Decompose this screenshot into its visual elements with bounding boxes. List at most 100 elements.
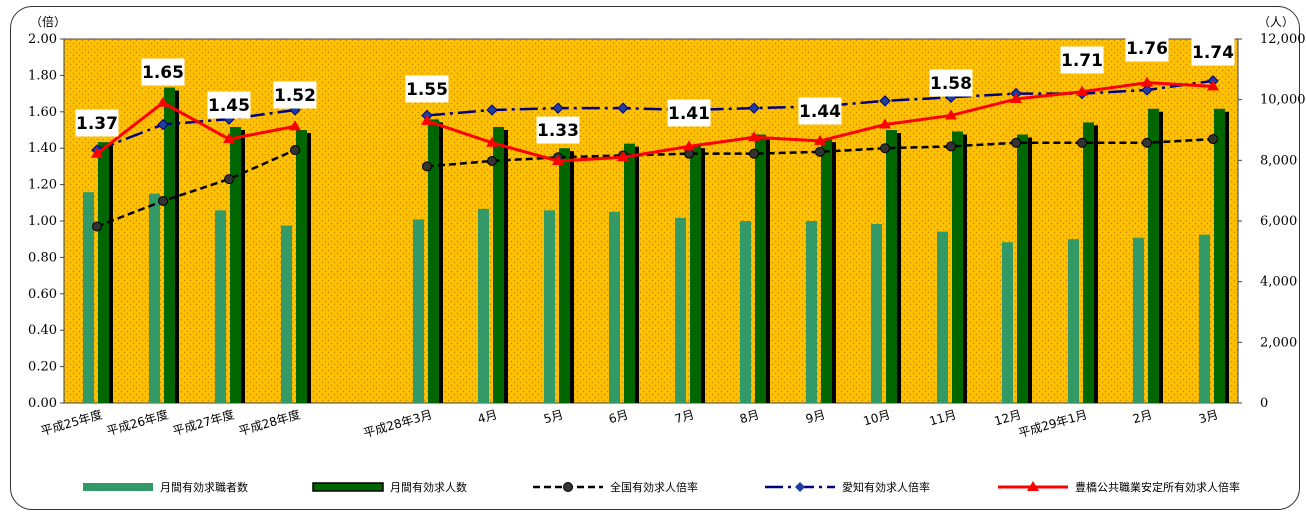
bar-job-openings	[296, 130, 307, 403]
data-label: 1.44	[799, 102, 841, 122]
category-label: 平成29年1月	[1017, 407, 1089, 440]
line-toyohashi-ratio-point	[223, 133, 235, 144]
bar-job-seekers	[413, 219, 424, 403]
category-label: 6月	[607, 407, 630, 426]
data-label-box	[75, 109, 119, 137]
left-axis-unit: （倍）	[30, 14, 66, 29]
line-toyohashi-ratio-point	[1141, 76, 1153, 87]
left-axis-tick-label: 1.40	[28, 141, 57, 156]
bar-job-seekers	[478, 208, 489, 403]
data-label-box	[1060, 46, 1104, 74]
data-label: 1.55	[406, 80, 448, 100]
legend-label: 豊橋公共職業安定所有効求人倍率	[1075, 480, 1240, 494]
line-national-ratio-point	[92, 221, 102, 232]
line-national-ratio-point	[684, 148, 694, 159]
line-toyohashi-ratio-point	[879, 118, 891, 129]
line-toyohashi-ratio-point	[421, 114, 433, 125]
category-label: 平成26年度	[105, 406, 170, 438]
line-aichi-ratio-point	[879, 95, 891, 107]
data-label: 1.37	[76, 114, 118, 134]
line-toyohashi-ratio-point	[748, 131, 760, 142]
category-label: 平成28年度	[237, 406, 302, 438]
data-label: 1.71	[1061, 51, 1103, 71]
category-label: 2月	[1131, 407, 1154, 426]
left-axis-tick-label: 1.60	[28, 105, 57, 120]
bar-job-seekers	[1133, 237, 1144, 403]
data-label: 1.65	[142, 63, 184, 83]
line-aichi-ratio-point	[552, 102, 564, 114]
right-axis-tick-label: 2,000	[1260, 335, 1297, 350]
right-axis-tick-label: 6,000	[1260, 214, 1297, 229]
line-toyohashi-ratio-point	[91, 147, 103, 158]
bar-job-openings	[1148, 108, 1159, 404]
bar-job-openings	[690, 145, 701, 403]
data-label-box	[1191, 38, 1235, 66]
data-label-box	[798, 97, 842, 125]
line-national-ratio-point	[1077, 137, 1087, 148]
line-aichi-ratio-point	[748, 102, 760, 114]
line-aichi-ratio-point	[1141, 84, 1153, 96]
line-toyohashi-ratio-point	[157, 96, 169, 107]
category-label: 平成25年度	[39, 406, 104, 438]
legend-label: 月間有効求人数	[390, 480, 467, 494]
data-label: 1.74	[1192, 43, 1234, 63]
bar-job-openings	[230, 126, 241, 403]
line-toyohashi-ratio-point	[617, 151, 629, 162]
category-label: 5月	[542, 407, 565, 426]
left-axis-tick-label: 1.20	[28, 178, 57, 193]
data-label-box	[207, 91, 251, 119]
line-toyohashi-ratio-point	[945, 109, 957, 120]
bar-job-openings	[821, 139, 832, 403]
data-label-box	[1125, 34, 1169, 62]
line-national-ratio-point	[1011, 137, 1021, 148]
line-aichi-ratio-point	[617, 102, 629, 114]
bar-job-openings	[98, 142, 109, 403]
category-label: 7月	[673, 407, 696, 426]
category-label: 平成27年度	[171, 406, 236, 438]
left-axis-tick-label: 0.00	[28, 396, 57, 411]
line-national-ratio-point	[880, 143, 890, 154]
line-toyohashi-ratio-point	[486, 136, 498, 147]
data-label: 1.41	[668, 104, 710, 124]
line-national-ratio-point	[749, 148, 759, 159]
line-toyohashi-ratio	[96, 100, 296, 155]
data-label-box	[141, 58, 185, 86]
category-label: 11月	[928, 407, 958, 428]
line-toyohashi-ratio-point	[1010, 93, 1022, 104]
bar-job-seekers	[149, 193, 160, 403]
left-axis-tick-label: 0.40	[28, 323, 57, 338]
category-label: 4月	[476, 407, 499, 426]
bar-job-openings	[952, 131, 963, 403]
right-axis-tick-label: 0	[1260, 396, 1268, 411]
category-label: 10月	[862, 407, 892, 428]
data-label: 1.52	[274, 86, 316, 106]
bar-job-seekers	[83, 192, 94, 403]
line-toyohashi-ratio-point	[814, 134, 826, 145]
line-toyohashi-ratio-point	[1076, 85, 1088, 96]
data-label: 1.33	[537, 121, 579, 141]
line-national-ratio-point	[1142, 137, 1152, 148]
data-label: 1.58	[930, 74, 972, 94]
data-label-box	[405, 75, 449, 103]
bar-job-openings	[559, 148, 570, 403]
right-axis-tick-label: 12,000	[1260, 32, 1306, 47]
bar-job-seekers	[1068, 239, 1079, 403]
category-label: 3月	[1197, 407, 1220, 426]
line-national-ratio	[96, 148, 296, 228]
left-axis-tick-label: 0.20	[28, 360, 57, 375]
bar-job-seekers	[215, 210, 226, 403]
bar-job-seekers	[1002, 242, 1013, 403]
right-axis-tick-label: 10,000	[1260, 93, 1306, 108]
right-axis-tick-label: 8,000	[1260, 153, 1297, 168]
bar-job-seekers	[740, 221, 751, 403]
bar-job-openings	[1214, 108, 1225, 404]
bar-job-seekers	[871, 224, 882, 403]
category-label: 8月	[738, 407, 761, 426]
line-national-ratio-point	[815, 146, 825, 157]
bar-job-seekers	[281, 225, 292, 403]
data-label: 1.45	[208, 96, 250, 116]
data-label: 1.76	[1126, 39, 1168, 59]
bar-job-openings	[164, 87, 175, 404]
bar-job-seekers	[937, 231, 948, 403]
